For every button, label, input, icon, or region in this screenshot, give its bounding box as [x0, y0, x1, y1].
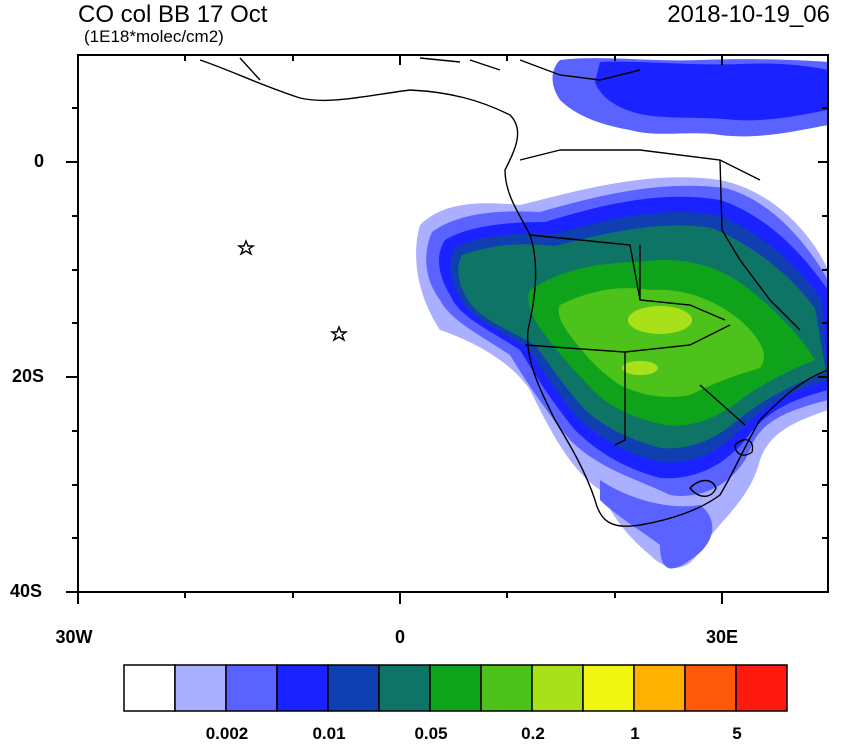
- coastlines: [199, 57, 829, 527]
- colorbar-label: 0.2: [521, 724, 545, 743]
- star-icon: [329, 325, 349, 342]
- colorbar-swatch: [174, 664, 227, 712]
- map-units: (1E18*molec/cm2): [84, 27, 224, 46]
- star-markers: [236, 239, 349, 342]
- colorbar-swatch: [684, 664, 737, 712]
- colorbar-swatch: [633, 664, 686, 712]
- colorbar-swatch: [429, 664, 482, 712]
- colorbar-swatch: [123, 664, 176, 712]
- colorbar-swatch: [735, 664, 788, 712]
- plume-north-dark: [595, 61, 828, 121]
- plume-level-8: [628, 306, 692, 334]
- colorbar-label: 0.01: [312, 724, 346, 743]
- lon-label-30e: 30E: [705, 627, 739, 647]
- lon-label-30w: 30W: [55, 627, 93, 647]
- colorbar-label: 0.05: [414, 724, 448, 743]
- colorbar-swatch: [327, 664, 380, 712]
- axis-ticks: [66, 55, 828, 604]
- lat-label-20s: 20S: [11, 366, 44, 386]
- colorbar: [123, 664, 788, 712]
- colorbar-label: 1: [630, 724, 640, 743]
- colorbar-swatch: [582, 664, 635, 712]
- colorbar-label: 0.002: [205, 724, 249, 743]
- colorbar-label: 5: [732, 724, 742, 743]
- star-icon: [236, 239, 256, 256]
- plume-level-8b: [622, 361, 658, 375]
- colorbar-swatch: [480, 664, 533, 712]
- lat-label-40s: 40S: [9, 581, 42, 601]
- colorbar-swatch: [531, 664, 584, 712]
- colorbar-swatch: [225, 664, 278, 712]
- lon-label-0: 0: [394, 627, 405, 647]
- colorbar-swatch: [378, 664, 431, 712]
- lat-label-0: 0: [33, 151, 44, 171]
- co-plume: [416, 58, 828, 569]
- map-title: CO col BB 17 Oct: [78, 1, 268, 28]
- plume-south: [600, 480, 713, 569]
- map-timestamp: 2018-10-19_06: [667, 1, 830, 28]
- colorbar-swatch: [276, 664, 329, 712]
